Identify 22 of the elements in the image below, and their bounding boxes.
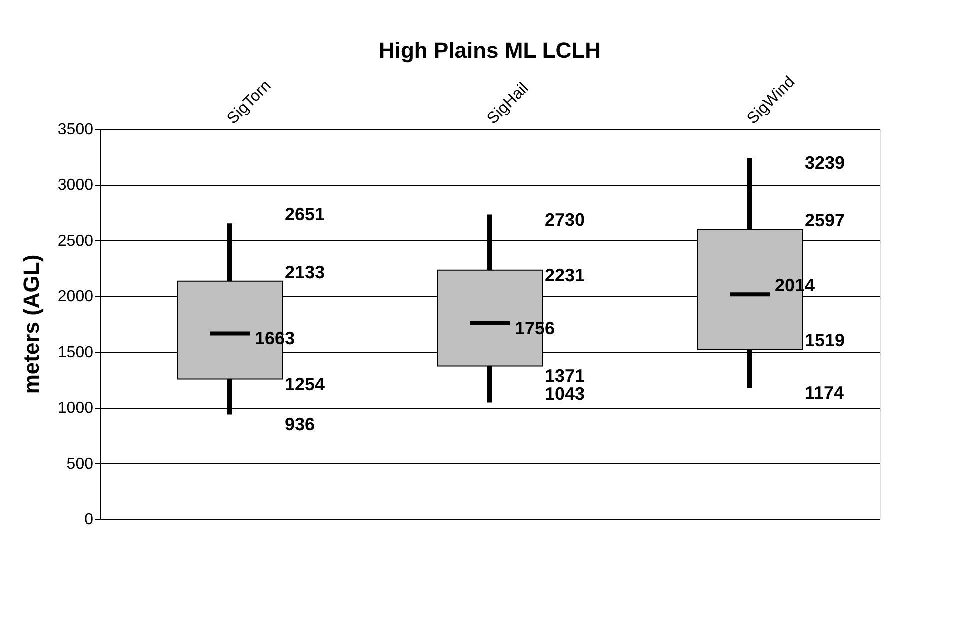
annotation: 2730 (545, 210, 586, 230)
annotation: 936 (285, 414, 316, 435)
annotation: 2651 (285, 204, 326, 225)
annotation: 1174 (805, 383, 844, 404)
annotation: 3239 (805, 153, 846, 174)
y-tick-label: 500 (66, 456, 94, 473)
y-tick-label: 1000 (58, 400, 94, 418)
annotation: 2231 (545, 265, 586, 286)
annotation: 1371 (545, 366, 586, 386)
y-tick-label: 3500 (58, 122, 94, 138)
annotation: 2597 (805, 210, 846, 231)
y-tick-label: 2500 (58, 232, 94, 250)
annotation: 1254 (285, 374, 326, 394)
y-axis-title: meters (AGL) (18, 254, 44, 394)
chart-title: High Plains ML LCLH (378, 38, 602, 64)
y-tick-label: 0 (84, 512, 94, 528)
annotation: 1519 (805, 330, 846, 351)
annotation: 2133 (285, 262, 326, 282)
y-tick-label: 1500 (58, 344, 94, 362)
y-tick-label: 2000 (58, 288, 94, 306)
annotation: 1043 (545, 384, 586, 404)
y-tick-label: 3000 (58, 177, 94, 194)
